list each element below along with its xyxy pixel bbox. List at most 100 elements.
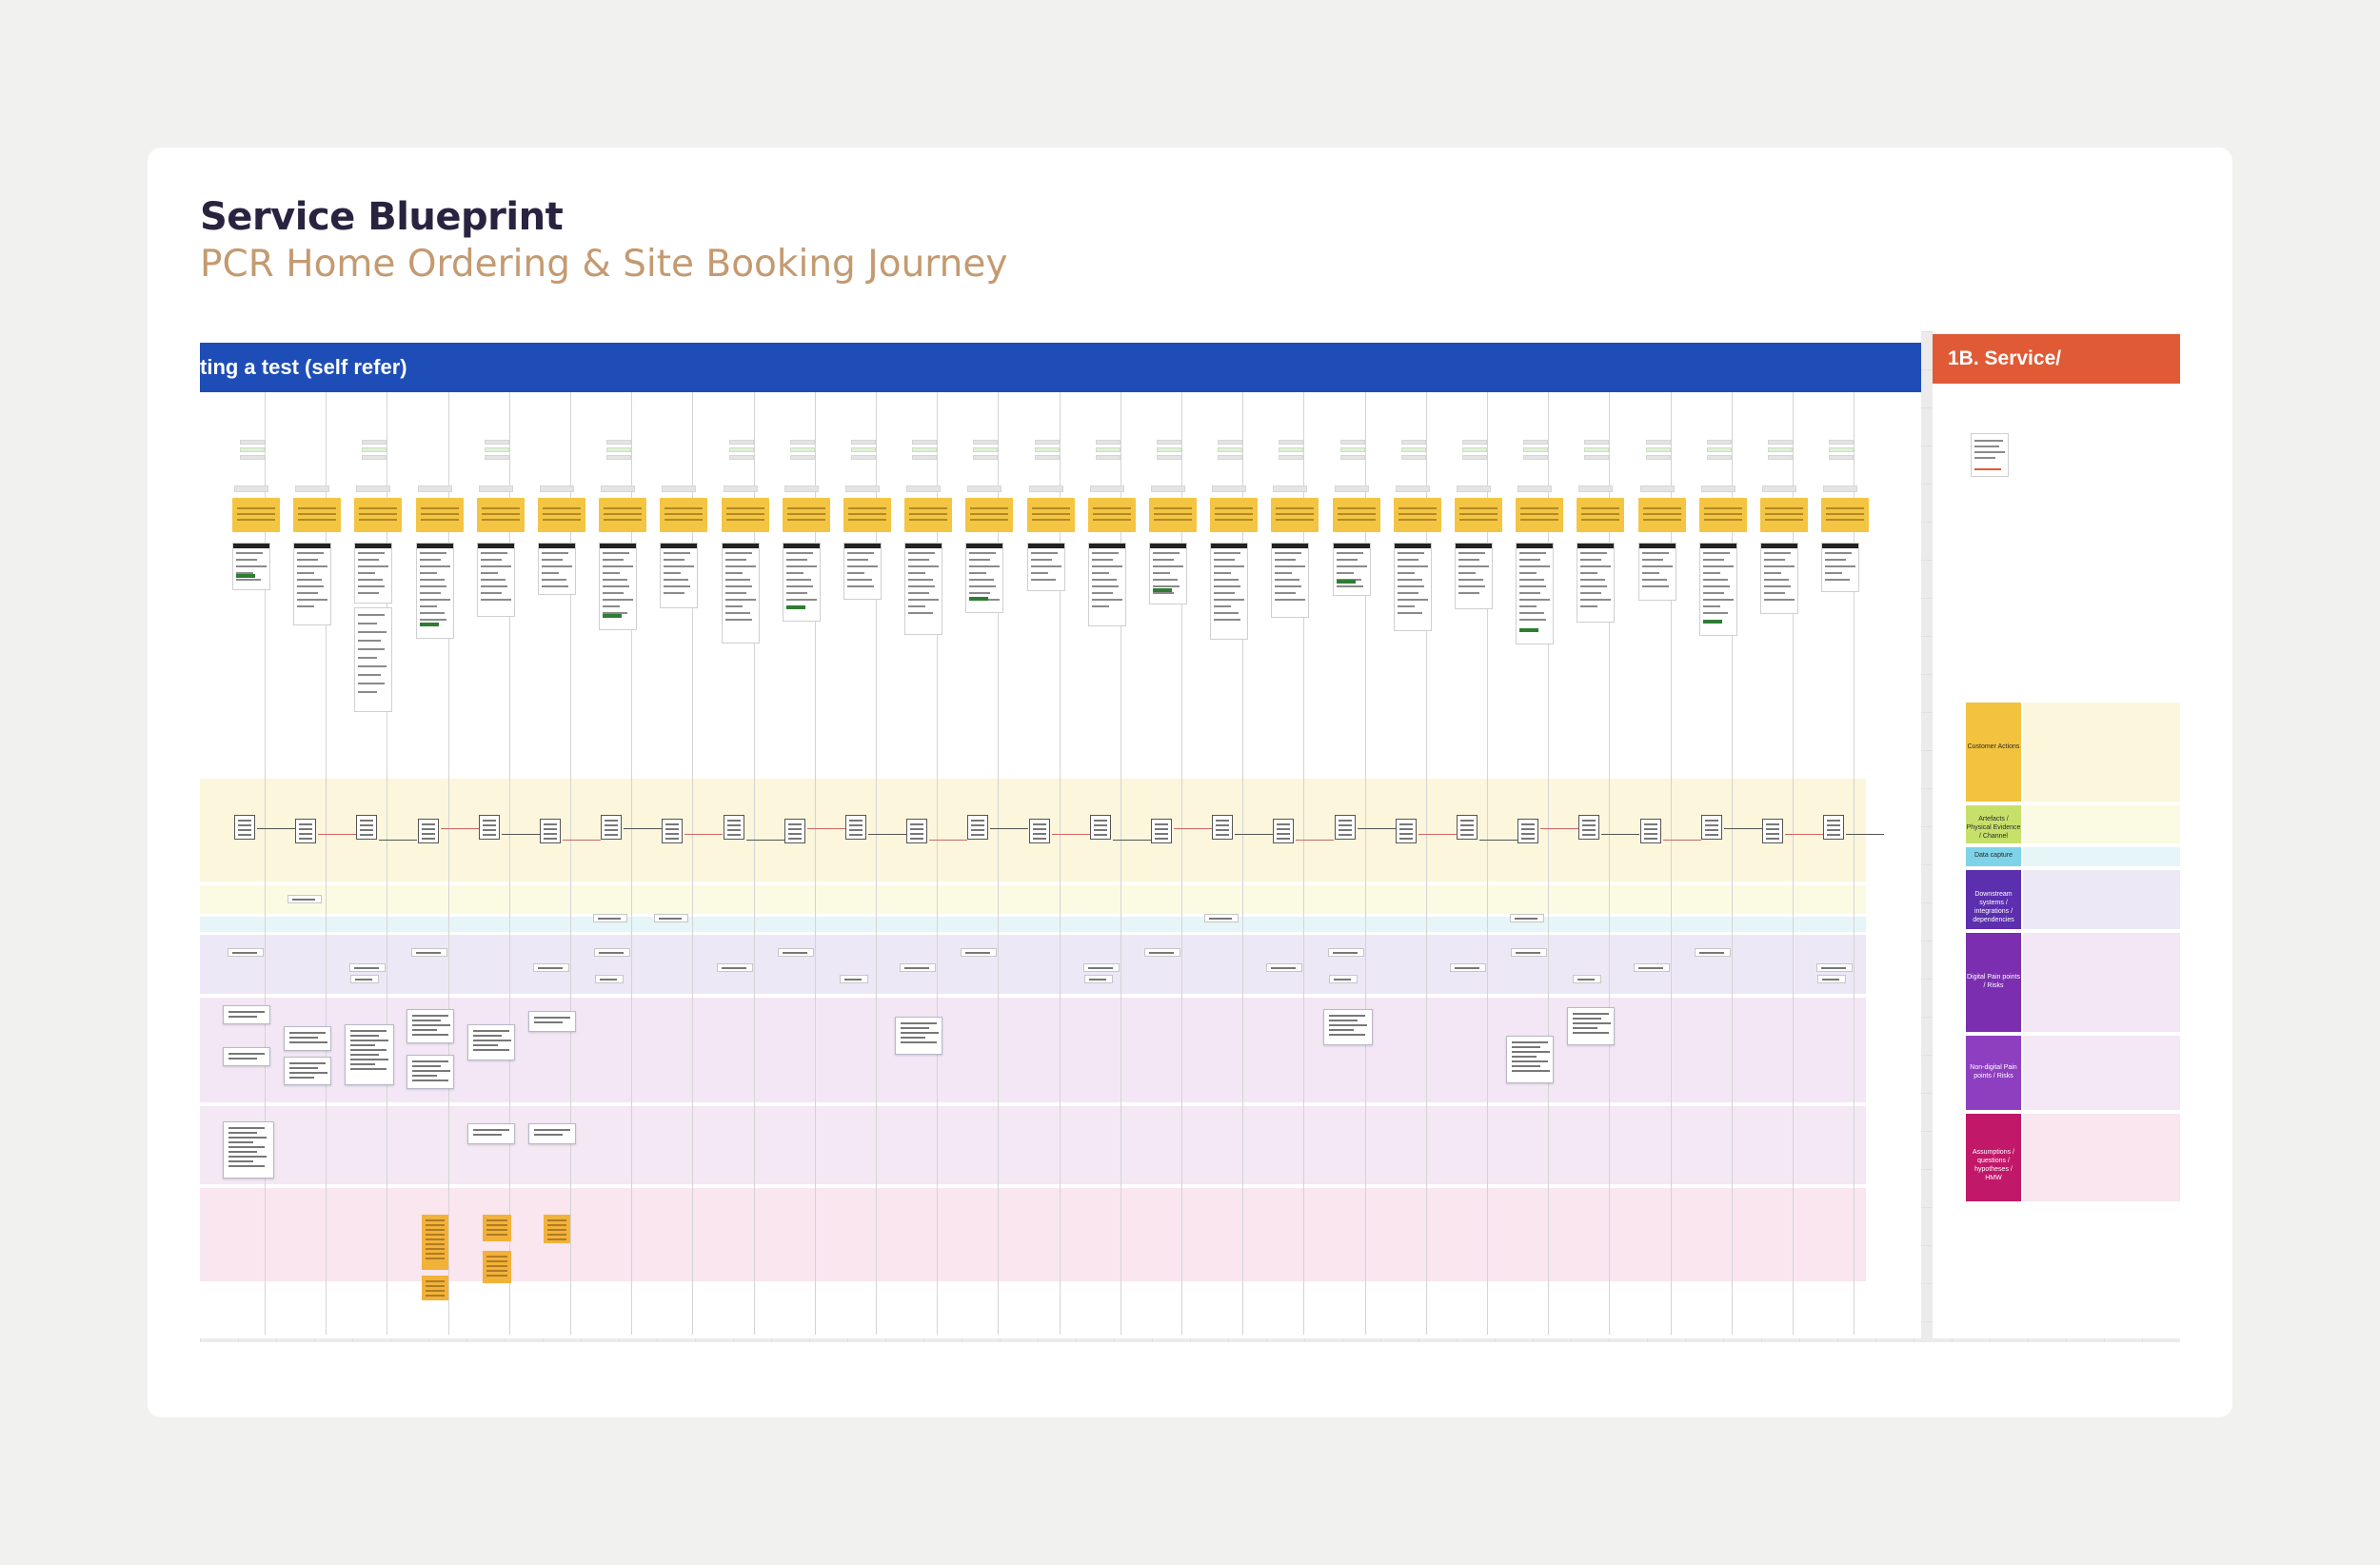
status-tag: [728, 440, 754, 445]
status-tag: [789, 440, 815, 445]
screen-thumbnail: [295, 819, 317, 843]
column-divider: [1670, 392, 1672, 1335]
flow-connector: [440, 828, 479, 829]
step-label: [1273, 485, 1308, 492]
status-tag: [362, 440, 387, 445]
status-tag: [484, 440, 509, 445]
system-chip: [410, 948, 447, 957]
step-label: [1089, 485, 1124, 492]
question-sticky: [843, 498, 891, 532]
question-sticky: [1149, 498, 1197, 532]
step-label: [845, 485, 880, 492]
status-tag: [1768, 455, 1793, 460]
screen-thumbnail: [1212, 815, 1234, 840]
column-divider: [1059, 392, 1061, 1335]
system-chip: [594, 948, 631, 957]
flow-connector: [1540, 828, 1579, 829]
question-sticky: [415, 498, 464, 532]
question-sticky: [232, 498, 280, 532]
blueprint-card: Service Blueprint PCR Home Ordering & Si…: [148, 148, 2232, 1417]
screen-mockup: [1821, 543, 1860, 592]
step-label: [723, 485, 758, 492]
step-label: [1762, 485, 1796, 492]
screen-thumbnail: [1273, 819, 1295, 843]
status-tag: [1829, 455, 1854, 460]
assumption-sticky: [421, 1215, 448, 1270]
column-divider: [876, 392, 877, 1335]
step-label: [356, 485, 391, 492]
status-tag: [1157, 455, 1181, 460]
status-tag: [728, 455, 754, 460]
screen-thumbnail: [234, 815, 255, 840]
screen-mockup: [354, 543, 393, 604]
screen-thumbnail: [1700, 815, 1722, 840]
screen-mockup: [843, 543, 882, 600]
legend-lane: [2023, 1114, 2180, 1201]
legend-swatch: Data capture: [1966, 847, 2021, 866]
status-tag: [1218, 447, 1243, 452]
question-sticky: [1087, 498, 1136, 532]
pain-point-note: [1322, 1009, 1373, 1045]
lane-downstream-systems: [200, 935, 1866, 994]
screen-mockup: [354, 607, 393, 712]
status-tag: [1462, 440, 1487, 445]
flow-connector: [624, 828, 663, 829]
screen-mockup: [1637, 543, 1676, 601]
column-divider: [1548, 392, 1550, 1335]
status-tag: [789, 447, 815, 452]
flow-connector: [1785, 834, 1823, 835]
question-sticky: [293, 498, 342, 532]
system-chip: [1511, 948, 1548, 957]
screen-mockup: [1455, 543, 1493, 609]
status-tag: [728, 447, 754, 452]
status-tag: [1279, 455, 1304, 460]
screen-mockup: [1516, 543, 1555, 644]
question-sticky: [1271, 498, 1319, 532]
question-sticky: [1760, 498, 1808, 532]
page-title: Service Blueprint: [200, 195, 564, 239]
system-chip: [716, 963, 753, 972]
legend-lane: [2023, 805, 2180, 843]
column-divider: [998, 392, 1000, 1335]
step-label: [540, 485, 574, 492]
legend-swatch: Assumptions / questions / hypotheses / H…: [1966, 1114, 2021, 1201]
blueprint-board: ting a test (self refer): [200, 331, 1921, 1338]
screen-thumbnail: [1151, 819, 1172, 843]
pain-point-note: [406, 1009, 454, 1043]
status-tag: [1645, 455, 1671, 460]
status-tag: [1157, 440, 1181, 445]
page-subtitle: PCR Home Ordering & Site Booking Journey: [200, 243, 1008, 286]
legend-lane: [2023, 1036, 2180, 1110]
status-tag: [1339, 447, 1365, 452]
flow-connector: [257, 828, 295, 829]
pain-point-note: [284, 1057, 332, 1085]
system-chip: [1327, 948, 1364, 957]
pain-point-note: [284, 1026, 332, 1051]
status-tag: [1706, 440, 1732, 445]
system-chip: [1144, 948, 1180, 957]
legend-swatch: Non-digital Pain points / Risks: [1966, 1036, 2021, 1110]
status-tag: [1218, 440, 1243, 445]
question-sticky: [476, 498, 525, 532]
question-sticky: [599, 498, 647, 532]
flow-connector: [501, 834, 540, 835]
assumption-sticky: [544, 1215, 570, 1243]
screen-thumbnail: [1334, 815, 1356, 840]
step-label: [906, 485, 942, 492]
status-tag: [1400, 440, 1426, 445]
status-tag: [1706, 455, 1732, 460]
legend-lane: [2023, 933, 2180, 1032]
pain-point-note: [528, 1011, 576, 1032]
question-sticky: [1577, 498, 1625, 532]
step-label: [1212, 485, 1247, 492]
flow-connector: [1601, 834, 1640, 835]
screen-thumbnail: [1457, 815, 1478, 840]
status-tag: [851, 447, 876, 452]
system-chip: [777, 948, 814, 957]
status-tag: [1218, 455, 1243, 460]
status-tag: [851, 440, 876, 445]
whiteboard-canvas[interactable]: ting a test (self refer) 1B. Service/ Cu…: [200, 331, 2180, 1342]
status-tag: [1584, 455, 1610, 460]
column-divider: [753, 392, 755, 1335]
assumption-sticky: [482, 1251, 511, 1283]
